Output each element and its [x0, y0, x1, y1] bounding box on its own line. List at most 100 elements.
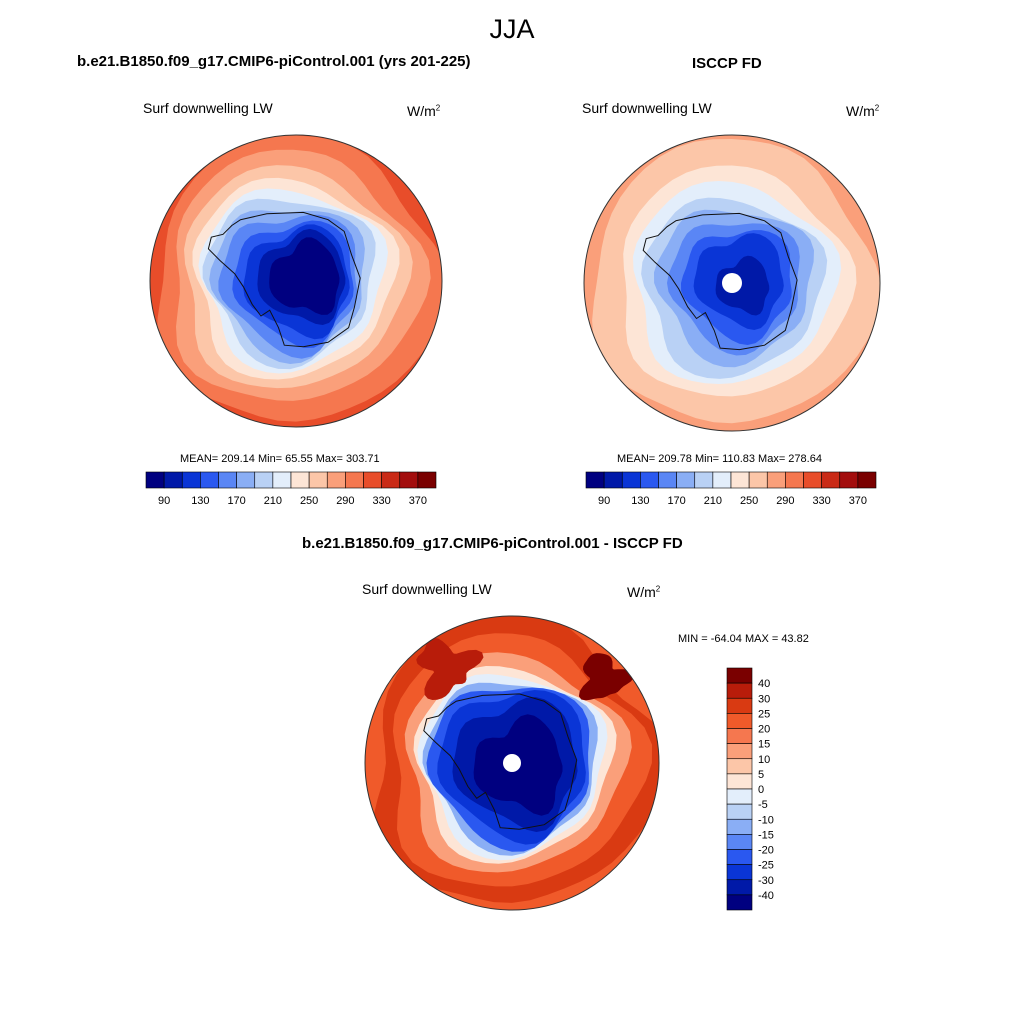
panel3-units-exp: 2 [655, 584, 661, 594]
panel2-variable: Surf downwelling LW [582, 100, 712, 116]
panel1-colorbar-tick-label: 250 [300, 495, 318, 507]
panel3-colorbar-tick-label: 0 [758, 784, 764, 796]
panel3-colorbar-tick-label: -40 [758, 890, 774, 902]
panel3-colorbar-tick-label: -25 [758, 860, 774, 872]
panel1-units: W/m2 [407, 103, 440, 119]
panel2-colorbar-tick-label: 290 [776, 495, 794, 507]
panel2-colorbar-swatch [821, 471, 841, 489]
panel1-colorbar: 90 130 170 210 250 290 330 370 [145, 471, 437, 507]
panel1-colorbar-swatch [145, 471, 165, 489]
panel3-colorbar-tick-label: 20 [758, 724, 770, 736]
panel2-colorbar-tick-label: 330 [812, 495, 830, 507]
panel1-stats: MEAN= 209.14 Min= 65.55 Max= 303.71 [180, 453, 380, 465]
panel2-colorbar-swatch [640, 471, 659, 489]
panel2-colorbar-swatch [585, 471, 605, 489]
panel3-stats: MIN = -64.04 MAX = 43.82 [678, 633, 809, 645]
panel1-colorbar-tick-label: 210 [264, 495, 282, 507]
panel1-colorbar-tick-label: 90 [158, 495, 170, 507]
panel3-colorbar-tick-label: 15 [758, 739, 770, 751]
panel1-colorbar-swatch [417, 471, 437, 489]
panel1-map [149, 134, 443, 428]
panel3-colorbar-tick-label: -15 [758, 829, 774, 841]
panel3-contour-band [578, 653, 634, 701]
panel3-contour-band [416, 637, 484, 700]
panel1-colorbar-swatch [163, 471, 183, 489]
panel2-colorbar-swatch [803, 471, 822, 489]
panel3-colorbar-swatch [726, 728, 753, 744]
panel3-colorbar-tick-label: 5 [758, 769, 764, 781]
panel1-colorbar-swatch [218, 471, 237, 489]
panel2-stats: MEAN= 209.78 Min= 110.83 Max= 278.64 [617, 453, 822, 465]
panel1-units-exp: 2 [435, 103, 441, 113]
panel2-colorbar-swatch [603, 471, 623, 489]
panel3-colorbar-tick-label: -30 [758, 875, 774, 887]
panel2-colorbar-tick-label: 370 [849, 495, 867, 507]
panel2-colorbar-tick-label: 130 [631, 495, 649, 507]
panel3-colorbar-tick-label: -20 [758, 845, 774, 857]
panel1-colorbar-swatch [308, 471, 328, 489]
panel2-colorbar-swatch [712, 471, 732, 489]
panel1-title: b.e21.B1850.f09_g17.CMIP6-piControl.001 … [77, 53, 471, 70]
panel3-colorbar-swatch [726, 773, 753, 790]
figure-title: JJA [489, 14, 535, 44]
panel2-colorbar-tick-label: 250 [740, 495, 758, 507]
panel3-colorbar-swatch [726, 849, 753, 865]
panel1-colorbar-swatch [181, 471, 201, 489]
panel2-colorbar-tick-label: 170 [667, 495, 685, 507]
panel2-colorbar-swatch [694, 471, 714, 489]
panel3-colorbar-swatch [726, 667, 753, 684]
panel1-contour-band [269, 237, 340, 315]
panel3-colorbar-tick-label: -5 [758, 799, 768, 811]
panel1-colorbar-swatch [363, 471, 382, 489]
panel3-colorbar-tick-label: 30 [758, 693, 770, 705]
panel3-colorbar-swatch [726, 894, 753, 911]
panel2-colorbar-tick-label: 90 [598, 495, 610, 507]
panel2-colorbar-swatch [748, 471, 768, 489]
panel3-colorbar-swatch [726, 697, 753, 714]
panel3-variable: Surf downwelling LW [362, 581, 492, 597]
panel2-coastline [642, 212, 798, 351]
panel3-colorbar-swatch [726, 834, 753, 850]
panel2-contour-band [715, 255, 770, 316]
panel2-colorbar-swatch [839, 471, 859, 489]
panel1-colorbar-tick-label: 130 [191, 495, 209, 507]
panel3-units-base: W/m [627, 584, 656, 600]
panel1-colorbar-swatch [254, 471, 274, 489]
panel2-units-base: W/m [846, 103, 875, 119]
panel2-colorbar: 90 130 170 210 250 290 330 370 [585, 471, 877, 507]
panel3-colorbar-swatch [726, 803, 753, 820]
panel3-units: W/m2 [627, 584, 660, 600]
panel2-title: ISCCP FD [692, 55, 762, 72]
panel3-colorbar-swatch [726, 743, 753, 760]
panel1-colorbar-tick-label: 330 [372, 495, 390, 507]
panel1-units-base: W/m [407, 103, 436, 119]
panel2-colorbar-swatch [766, 471, 786, 489]
panel2-colorbar-swatch [658, 471, 677, 489]
panel3-colorbar-swatch [726, 879, 753, 896]
panel2-units: W/m2 [846, 103, 879, 119]
missing-pole-mask [722, 273, 742, 293]
panel3-colorbar-swatch [726, 682, 753, 699]
panel2-colorbar-swatch [785, 471, 804, 489]
panel2-units-exp: 2 [874, 103, 880, 113]
panel3-colorbar-swatch [726, 818, 753, 835]
panel1-colorbar-swatch [399, 471, 419, 489]
panel1-colorbar-swatch [381, 471, 401, 489]
panel1-variable: Surf downwelling LW [143, 100, 273, 116]
panel1-colorbar-tick-label: 290 [336, 495, 354, 507]
panel1-colorbar-swatch [290, 471, 310, 489]
panel1-colorbar-tick-label: 170 [227, 495, 245, 507]
panel2-colorbar-swatch [621, 471, 641, 489]
panel3-colorbar-swatch [726, 788, 753, 805]
panel3-colorbar: 40 30 25 20 15 10 5 0 -5 -10 -15 -20 -25 -30 -40 [726, 667, 774, 911]
panel3-colorbar-tick-label: 40 [758, 678, 770, 690]
panel1-colorbar-tick-label: 370 [409, 495, 427, 507]
panel3-colorbar-tick-label: 25 [758, 708, 770, 720]
panel1-coastline [207, 211, 361, 348]
missing-pole-mask [503, 754, 521, 772]
panel3-colorbar-swatch [726, 713, 753, 729]
panel2-colorbar-tick-label: 210 [704, 495, 722, 507]
panel2-map [583, 134, 881, 432]
panel2-colorbar-swatch [676, 471, 696, 489]
panel3-colorbar-tick-label: 10 [758, 754, 770, 766]
